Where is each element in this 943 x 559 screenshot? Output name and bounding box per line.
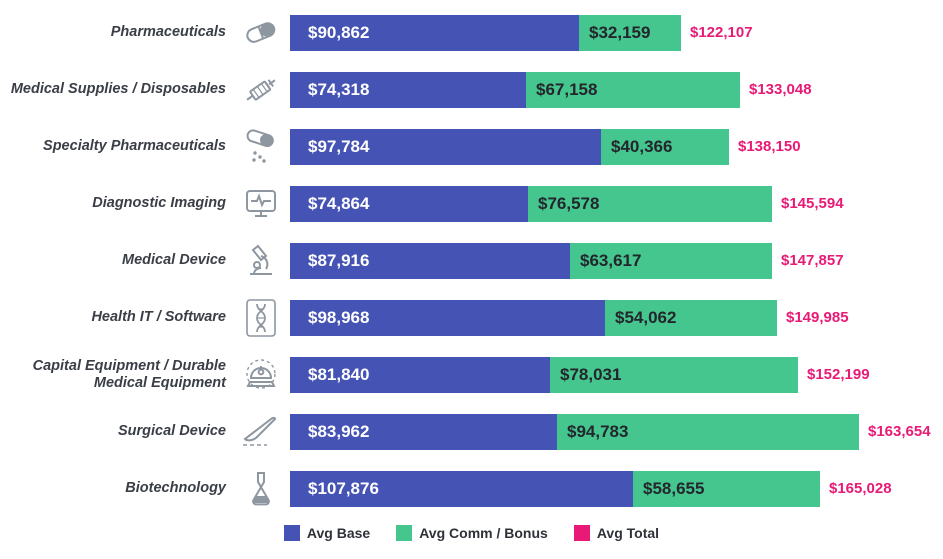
category-label: Specialty Pharmaceuticals xyxy=(43,138,226,155)
category-label: Medical Device xyxy=(122,252,226,269)
category-label: Surgical Device xyxy=(118,423,226,440)
avg-comm-segment: $40,366 xyxy=(601,128,729,165)
legend-item-avg-total: Avg Total xyxy=(573,525,660,541)
category-icon xyxy=(232,72,290,108)
avg-total-value: $145,594 xyxy=(781,195,844,212)
chart-row: Diagnostic Imaging $74,864 $76,578 $145,… xyxy=(0,179,943,228)
stacked-bar: $107,876 $58,655 $165,028 xyxy=(290,470,943,507)
avg-base-segment: $74,864 xyxy=(290,185,528,222)
legend-label-avg-total: Avg Total xyxy=(596,525,660,541)
avg-base-segment: $90,862 xyxy=(290,14,579,51)
avg-comm-segment: $94,783 xyxy=(557,413,859,450)
avg-comm-segment: $67,158 xyxy=(526,71,740,108)
stacked-bar: $74,864 $76,578 $145,594 xyxy=(290,185,943,222)
chart-row: Surgical Device $83,962 $94,783 $163,654 xyxy=(0,407,943,456)
avg-total-value: $147,857 xyxy=(781,252,844,269)
stacked-bar: $90,862 $32,159 $122,107 xyxy=(290,14,943,51)
legend-label-avg-base: Avg Base xyxy=(306,525,371,541)
category-icon xyxy=(232,356,290,394)
category-icon xyxy=(232,415,290,449)
category-label: Health IT / Software xyxy=(91,309,226,326)
avg-base-swatch xyxy=(283,525,300,541)
category-icon xyxy=(232,16,290,50)
avg-base-segment: $74,318 xyxy=(290,71,526,108)
chart-row: Medical Supplies / Disposables $74,318 $… xyxy=(0,65,943,114)
legend-item-avg-comm-bonus: Avg Comm / Bonus xyxy=(396,525,548,541)
category-icon xyxy=(232,470,290,508)
category-label: Medical Supplies / Disposables xyxy=(10,81,226,98)
avg-base-segment: $81,840 xyxy=(290,356,550,393)
avg-base-segment: $87,916 xyxy=(290,242,570,279)
stacked-bar: $81,840 $78,031 $152,199 xyxy=(290,356,943,393)
avg-comm-segment: $32,159 xyxy=(579,14,681,51)
chart-row: Biotechnology $107,876 $58,655 $165,028 xyxy=(0,464,943,513)
avg-comm-bonus-swatch xyxy=(396,525,413,541)
avg-comm-segment: $76,578 xyxy=(528,185,772,222)
avg-comm-segment: $54,062 xyxy=(605,299,777,336)
chart-row: Health IT / Software $98,968 $54,062 $14… xyxy=(0,293,943,342)
stacked-bar: $97,784 $40,366 $138,150 xyxy=(290,128,943,165)
avg-comm-segment: $63,617 xyxy=(570,242,772,279)
avg-base-segment: $107,876 xyxy=(290,470,633,507)
chart-row: Specialty Pharmaceuticals $97,784 $40,36… xyxy=(0,122,943,171)
avg-comm-segment: $78,031 xyxy=(550,356,798,393)
chart-legend: Avg Base Avg Comm / Bonus Avg Total xyxy=(0,525,943,541)
avg-base-segment: $98,968 xyxy=(290,299,605,336)
avg-comm-segment: $58,655 xyxy=(633,470,820,507)
avg-total-value: $138,150 xyxy=(738,138,801,155)
avg-base-segment: $97,784 xyxy=(290,128,601,165)
category-icon xyxy=(232,187,290,221)
category-label: Capital Equipment / Durable Medical Equi… xyxy=(32,357,226,391)
chart-row: Medical Device $87,916 $63,617 $147,857 xyxy=(0,236,943,285)
category-icon xyxy=(232,243,290,279)
stacked-bar: $87,916 $63,617 $147,857 xyxy=(290,242,943,279)
category-label: Biotechnology xyxy=(125,480,226,497)
legend-label-avg-comm-bonus: Avg Comm / Bonus xyxy=(419,525,548,541)
category-label: Pharmaceuticals xyxy=(110,24,226,41)
chart-rows: Pharmaceuticals $90,862 $32,159 $122,107… xyxy=(0,8,943,521)
avg-total-value: $165,028 xyxy=(829,480,892,497)
stacked-bar: $74,318 $67,158 $133,048 xyxy=(290,71,943,108)
chart-row: Capital Equipment / Durable Medical Equi… xyxy=(0,350,943,399)
avg-total-value: $122,107 xyxy=(690,24,753,41)
avg-total-value: $133,048 xyxy=(749,81,812,98)
avg-total-value: $149,985 xyxy=(786,309,849,326)
stacked-bar: $98,968 $54,062 $149,985 xyxy=(290,299,943,336)
legend-item-avg-base: Avg Base xyxy=(283,525,371,541)
avg-total-swatch xyxy=(573,525,590,541)
chart-row: Pharmaceuticals $90,862 $32,159 $122,107 xyxy=(0,8,943,57)
stacked-bar: $83,962 $94,783 $163,654 xyxy=(290,413,943,450)
avg-total-value: $163,654 xyxy=(868,423,931,440)
avg-total-value: $152,199 xyxy=(807,366,870,383)
avg-base-segment: $83,962 xyxy=(290,413,557,450)
category-icon xyxy=(232,298,290,337)
category-icon xyxy=(232,128,290,165)
category-label: Diagnostic Imaging xyxy=(92,195,226,212)
